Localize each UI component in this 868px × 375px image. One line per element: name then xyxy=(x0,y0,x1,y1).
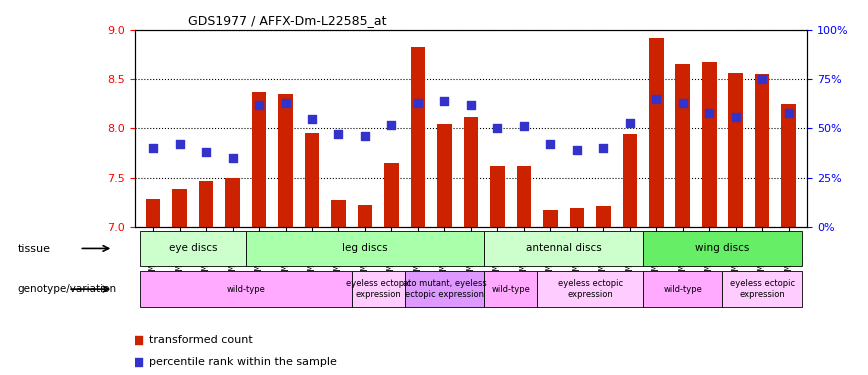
Text: eye discs: eye discs xyxy=(168,243,217,254)
Bar xyxy=(543,210,557,227)
Point xyxy=(649,96,663,102)
Point xyxy=(279,100,293,106)
Bar xyxy=(596,206,610,227)
Bar xyxy=(649,38,663,227)
Text: wild-type: wild-type xyxy=(491,285,530,294)
Point xyxy=(729,114,743,120)
Bar xyxy=(358,205,372,227)
Text: eyeless ectopic
expression: eyeless ectopic expression xyxy=(730,279,795,299)
Point xyxy=(332,131,345,137)
Point xyxy=(755,76,769,82)
Bar xyxy=(484,231,643,266)
Bar xyxy=(146,199,161,227)
Bar xyxy=(643,231,802,266)
Point xyxy=(570,147,584,153)
Bar xyxy=(722,271,802,308)
Bar xyxy=(279,94,293,227)
Point xyxy=(252,102,266,108)
Text: wild-type: wild-type xyxy=(227,285,266,294)
Bar xyxy=(140,231,246,266)
Bar xyxy=(537,271,643,308)
Bar xyxy=(305,134,319,227)
Point xyxy=(490,125,504,132)
Point xyxy=(305,116,319,122)
Point xyxy=(411,100,424,106)
Text: antennal discs: antennal discs xyxy=(526,243,602,254)
Bar xyxy=(464,117,478,227)
Text: transformed count: transformed count xyxy=(149,335,253,345)
Point xyxy=(596,145,610,151)
Point xyxy=(517,123,531,129)
Bar xyxy=(352,271,404,308)
Bar xyxy=(437,123,451,227)
Bar xyxy=(172,189,187,227)
Point xyxy=(385,122,398,128)
Bar xyxy=(385,163,398,227)
Bar xyxy=(781,104,796,227)
Bar xyxy=(569,208,584,227)
Point xyxy=(358,134,372,140)
Bar xyxy=(755,74,770,227)
Text: wing discs: wing discs xyxy=(695,243,750,254)
Bar xyxy=(252,92,266,227)
Text: ato mutant, eyeless
ectopic expression: ato mutant, eyeless ectopic expression xyxy=(403,279,486,299)
Bar xyxy=(643,271,722,308)
Bar xyxy=(702,63,716,227)
Point xyxy=(543,141,557,147)
Point xyxy=(623,120,637,126)
Point xyxy=(702,110,716,116)
Bar xyxy=(622,134,637,227)
Text: GDS1977 / AFFX-Dm-L22585_at: GDS1977 / AFFX-Dm-L22585_at xyxy=(188,15,387,27)
Text: tissue: tissue xyxy=(17,244,50,254)
Text: eyeless ectopic
expression: eyeless ectopic expression xyxy=(557,279,622,299)
Bar xyxy=(246,231,484,266)
Point xyxy=(437,98,451,104)
Text: leg discs: leg discs xyxy=(342,243,388,254)
Bar xyxy=(140,271,352,308)
Bar xyxy=(404,271,484,308)
Point xyxy=(495,224,509,230)
Text: eyeless ectopic
expression: eyeless ectopic expression xyxy=(345,279,411,299)
Bar xyxy=(199,181,214,227)
Point xyxy=(495,21,509,27)
Bar xyxy=(484,271,537,308)
Point xyxy=(173,141,187,147)
Text: percentile rank within the sample: percentile rank within the sample xyxy=(149,357,337,367)
Point xyxy=(199,149,213,155)
Text: genotype/variation: genotype/variation xyxy=(17,284,116,294)
Bar xyxy=(226,178,240,227)
Point xyxy=(782,110,796,116)
Bar xyxy=(332,200,345,227)
Bar xyxy=(411,47,425,227)
Bar xyxy=(728,73,743,227)
Bar xyxy=(516,166,531,227)
Bar xyxy=(490,166,504,227)
Text: wild-type: wild-type xyxy=(663,285,702,294)
Point xyxy=(226,155,240,161)
Bar xyxy=(675,64,690,227)
Point xyxy=(464,102,477,108)
Point xyxy=(146,145,160,151)
Point xyxy=(676,100,690,106)
